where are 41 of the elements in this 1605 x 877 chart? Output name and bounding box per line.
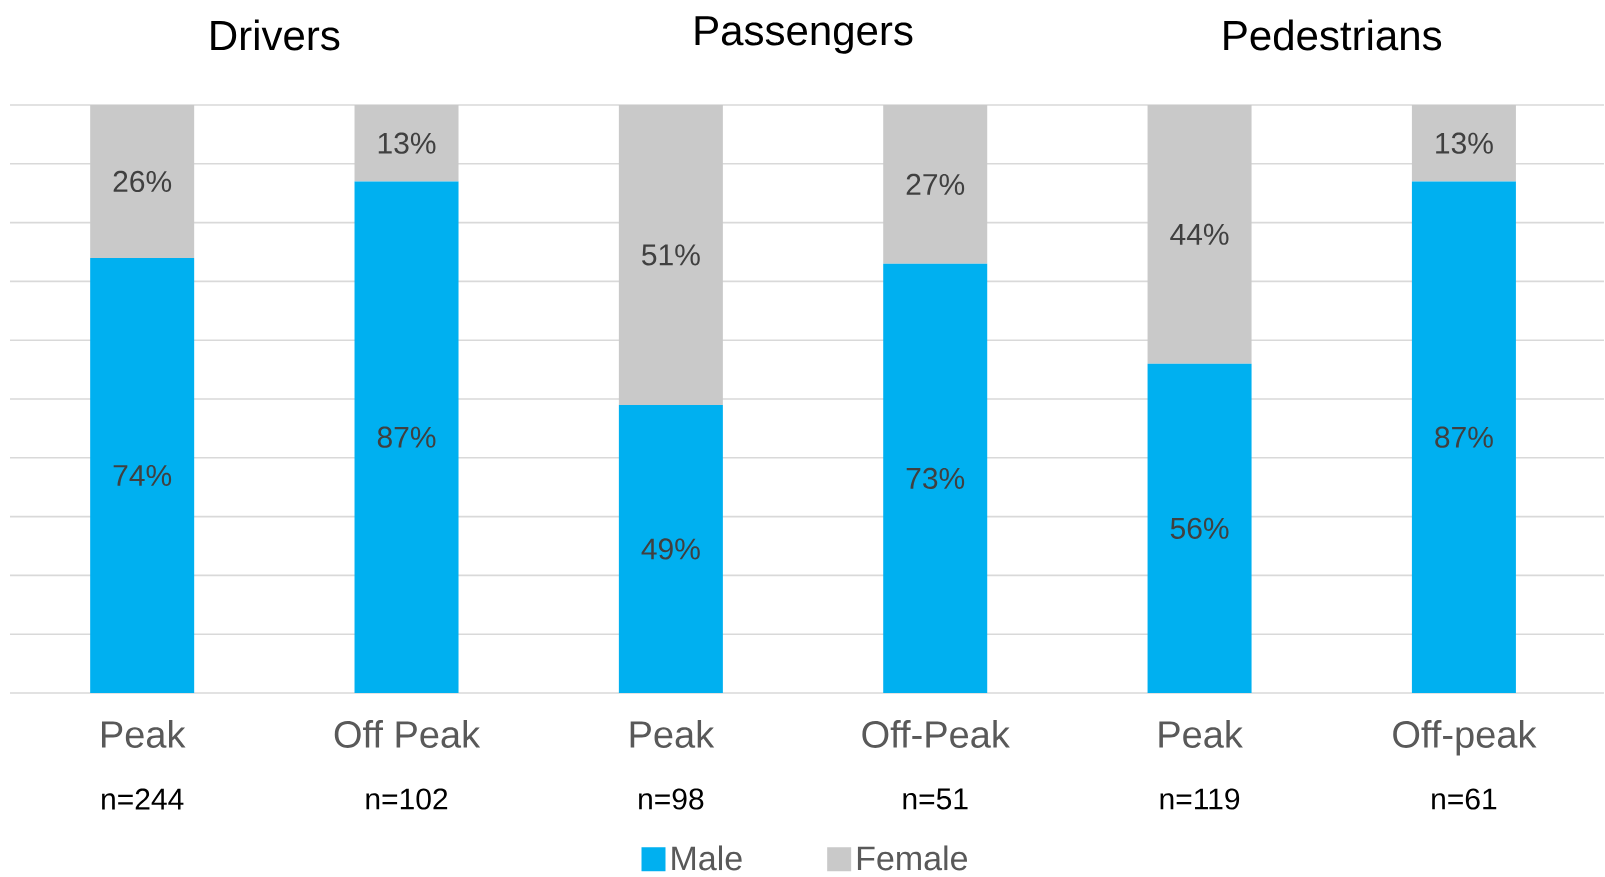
text: Drivers — [211, 19, 340, 51]
data-label: 74% — [113, 464, 172, 486]
bar — [618, 104, 723, 405]
bar — [354, 104, 459, 182]
data-label: 87% — [377, 426, 436, 448]
data-label: 51% — [642, 244, 700, 266]
text: n=61 — [1432, 788, 1497, 810]
data-label: 56% — [1170, 517, 1229, 539]
x-tick-label: Off Peak — [334, 720, 481, 748]
legend-label: Male — [672, 845, 742, 871]
bar — [90, 257, 195, 693]
data-label: 26% — [113, 170, 172, 193]
data-label: 27% — [906, 173, 965, 195]
bar — [90, 104, 195, 258]
legend-label: Female — [857, 845, 968, 871]
x-tick-label: Peak — [1159, 720, 1243, 748]
bar — [1147, 363, 1252, 693]
data-label: 87% — [1435, 426, 1493, 448]
text: n=51 — [903, 788, 968, 810]
bar — [1411, 181, 1516, 693]
bar — [1147, 104, 1252, 364]
text: n=119 — [1160, 788, 1240, 810]
bar — [883, 104, 988, 264]
data-label: 44% — [1170, 223, 1229, 245]
bar — [1411, 104, 1516, 182]
data-label: 13% — [378, 132, 436, 154]
x-tick-label: Off-Peak — [862, 720, 1010, 748]
bar — [618, 404, 723, 693]
text: Pedestrians — [1224, 19, 1442, 51]
text: n=102 — [366, 788, 448, 810]
text: n=98 — [639, 788, 704, 810]
text: Passengers — [695, 16, 913, 54]
data-label: 13% — [1436, 132, 1493, 154]
bar — [883, 263, 988, 693]
x-tick-label: Peak — [101, 720, 186, 748]
x-tick-label: Peak — [630, 720, 715, 748]
text: n=244 — [102, 788, 184, 810]
bar — [354, 181, 459, 693]
data-label: 73% — [906, 467, 965, 489]
x-tick-label: Off-peak — [1393, 720, 1537, 756]
data-label: 49% — [641, 538, 700, 560]
